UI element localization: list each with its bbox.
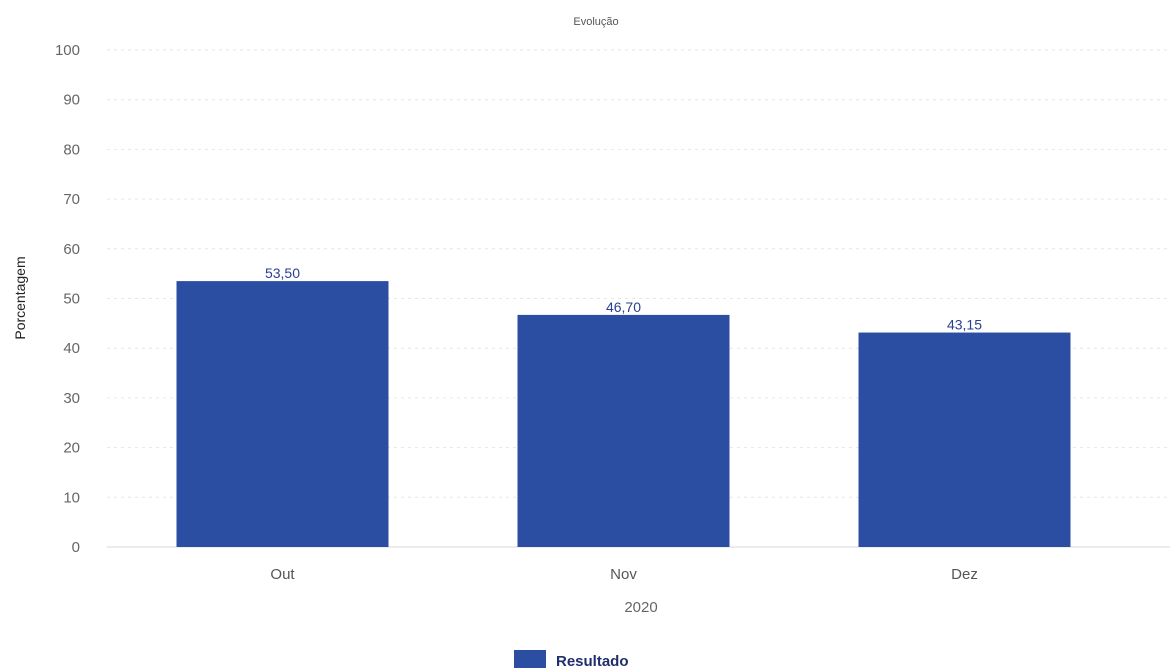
data-label: 46,70 bbox=[606, 299, 641, 315]
y-tick-label: 20 bbox=[63, 440, 80, 457]
y-axis-label: Porcentagem bbox=[12, 256, 28, 339]
data-label: 43,15 bbox=[947, 317, 982, 333]
x-tick-label: Out bbox=[270, 566, 295, 583]
x-tick-label: Nov bbox=[610, 566, 637, 583]
legend[interactable]: Resultado bbox=[514, 650, 629, 668]
bar[interactable] bbox=[517, 314, 730, 547]
y-tick-label: 80 bbox=[63, 141, 80, 158]
bars: 53,50 46,70 43,15 bbox=[176, 265, 1071, 547]
y-tick-label: 10 bbox=[63, 489, 80, 506]
y-tick-label: 60 bbox=[63, 241, 80, 258]
y-tick-label: 30 bbox=[63, 390, 80, 407]
bar[interactable] bbox=[858, 332, 1071, 547]
legend-label: Resultado bbox=[556, 653, 629, 668]
x-axis-label: 2020 bbox=[624, 599, 657, 616]
y-tick-label: 100 bbox=[55, 42, 80, 59]
data-label: 53,50 bbox=[265, 265, 300, 281]
legend-swatch bbox=[514, 650, 546, 668]
y-tick-label: 0 bbox=[72, 539, 80, 556]
y-tick-label: 70 bbox=[63, 191, 80, 208]
chart-title: Evolução bbox=[573, 16, 618, 28]
y-tick-label: 40 bbox=[63, 340, 80, 357]
y-tick-label: 50 bbox=[63, 291, 80, 308]
x-axis-ticks: Out Nov Dez bbox=[270, 566, 977, 583]
x-tick-label: Dez bbox=[951, 566, 978, 583]
y-tick-label: 90 bbox=[63, 92, 80, 109]
y-axis-ticks: 0 10 20 30 40 50 60 70 80 90 100 bbox=[55, 42, 80, 556]
bar[interactable] bbox=[176, 281, 389, 547]
